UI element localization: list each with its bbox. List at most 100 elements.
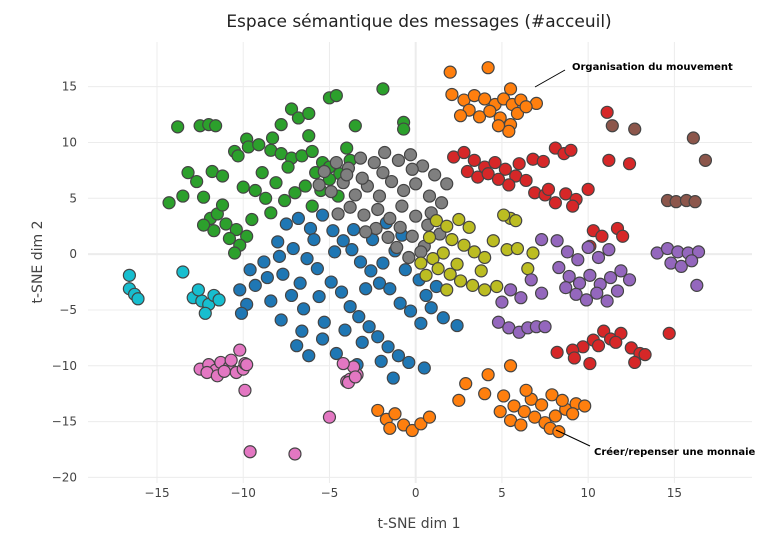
data-point xyxy=(490,279,504,294)
x-tick-label: 10 xyxy=(581,486,596,500)
data-point xyxy=(497,208,511,222)
data-point xyxy=(302,129,316,143)
x-tick-label: 15 xyxy=(667,486,682,500)
data-point xyxy=(572,276,587,290)
data-point xyxy=(638,348,652,362)
data-point xyxy=(383,421,397,435)
data-point xyxy=(383,211,397,225)
data-point xyxy=(452,393,466,407)
data-point xyxy=(198,306,212,320)
data-point xyxy=(502,124,516,138)
data-point xyxy=(405,423,419,438)
data-point xyxy=(383,282,397,296)
data-point xyxy=(243,263,257,277)
grid xyxy=(88,42,752,483)
data-point xyxy=(334,285,349,299)
data-point xyxy=(534,398,549,412)
data-point xyxy=(312,178,326,192)
data-point xyxy=(398,263,412,277)
chart-title: Espace sémantique des messages (#acceuil… xyxy=(226,12,611,32)
data-point xyxy=(264,294,278,308)
data-point xyxy=(409,209,423,223)
data-point xyxy=(422,189,437,203)
data-point xyxy=(424,301,438,315)
data-point xyxy=(355,335,369,349)
data-point xyxy=(478,387,492,401)
data-point xyxy=(559,187,573,201)
data-point xyxy=(452,212,466,227)
data-point xyxy=(215,169,230,183)
data-point xyxy=(348,119,362,133)
data-point xyxy=(397,183,411,198)
data-point xyxy=(393,296,407,310)
data-point xyxy=(324,185,338,199)
data-point xyxy=(231,149,245,163)
data-point xyxy=(219,217,233,231)
data-point xyxy=(345,243,359,257)
data-point xyxy=(288,447,302,461)
data-point xyxy=(255,166,269,180)
data-point xyxy=(317,315,331,329)
data-point xyxy=(329,346,343,361)
data-point xyxy=(462,220,476,234)
data-point xyxy=(324,275,338,289)
data-point xyxy=(347,222,361,237)
data-point xyxy=(422,230,437,244)
data-point xyxy=(322,410,337,424)
data-point xyxy=(240,229,254,243)
data-point xyxy=(359,282,373,296)
y-tick-label: 0 xyxy=(69,247,77,261)
data-point xyxy=(450,257,464,271)
data-point xyxy=(338,323,352,337)
data-point xyxy=(190,174,204,189)
data-point xyxy=(486,234,500,248)
data-point xyxy=(616,229,630,243)
data-point xyxy=(414,245,428,259)
data-point xyxy=(478,92,492,106)
data-point xyxy=(602,243,616,257)
data-point xyxy=(176,189,190,203)
data-point xyxy=(260,270,274,285)
data-point xyxy=(295,324,309,338)
data-point xyxy=(414,256,428,270)
data-point xyxy=(303,221,318,236)
data-point xyxy=(272,249,287,263)
data-point xyxy=(579,293,594,307)
y-axis-title: t-SNE dim 2 xyxy=(30,221,46,304)
data-point xyxy=(514,291,528,305)
data-point xyxy=(483,104,497,118)
data-point xyxy=(296,302,311,316)
data-point xyxy=(271,235,285,249)
data-point xyxy=(386,371,400,385)
data-point xyxy=(548,196,562,210)
data-point xyxy=(434,196,449,210)
data-point xyxy=(591,250,606,265)
data-point xyxy=(248,183,262,198)
data-point xyxy=(690,278,704,292)
data-point xyxy=(445,233,459,247)
data-point xyxy=(662,326,676,340)
data-point xyxy=(440,219,454,233)
data-point xyxy=(528,410,542,424)
data-point xyxy=(307,233,321,247)
data-point xyxy=(457,145,471,160)
data-point xyxy=(381,230,395,244)
data-point xyxy=(355,171,369,185)
data-point xyxy=(291,211,306,225)
data-point xyxy=(600,105,614,119)
data-point xyxy=(284,288,299,303)
data-point xyxy=(417,361,431,375)
data-point xyxy=(591,339,606,353)
data-point xyxy=(478,250,492,265)
data-point xyxy=(595,229,609,243)
data-point xyxy=(391,153,406,167)
data-point xyxy=(293,276,307,290)
data-point xyxy=(331,207,345,221)
data-point xyxy=(419,268,433,282)
data-point xyxy=(374,354,388,368)
data-point xyxy=(390,240,404,255)
data-point xyxy=(564,143,578,157)
data-point xyxy=(326,224,340,238)
data-point xyxy=(393,220,407,234)
